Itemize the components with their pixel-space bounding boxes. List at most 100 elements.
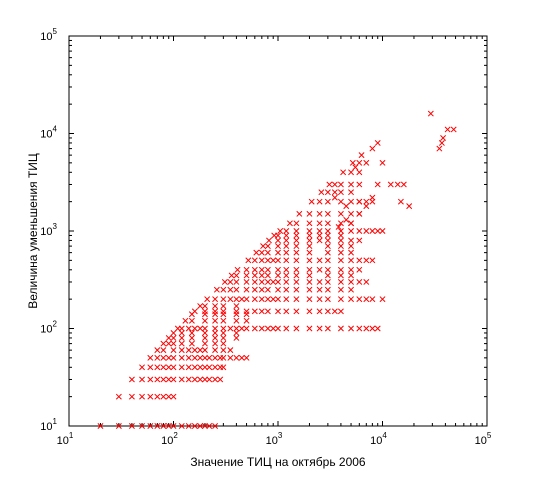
data-point [316,220,323,227]
data-point [264,243,271,250]
data-point [337,232,344,239]
data-point [264,296,271,303]
data-point [154,354,161,361]
data-point [197,303,204,309]
x-tick-label: 103 [266,431,283,447]
data-point [316,279,323,285]
data-point [275,325,281,332]
data-point [436,145,443,152]
data-point [238,354,245,361]
data-point [264,286,271,293]
data-point [258,308,265,315]
data-point [306,243,313,250]
y-tick-label: 101 [40,417,57,433]
data-point [374,228,381,234]
data-point [324,220,331,227]
data-point [160,340,167,347]
data-point [154,364,161,371]
data-point [283,228,290,234]
data-point [191,376,198,383]
data-point [348,220,354,227]
data-point [438,139,445,146]
data-point [227,325,234,332]
data-point [197,325,204,332]
data-point [178,423,185,429]
data-point [191,423,198,429]
data-point [335,224,342,230]
data-point [306,257,313,264]
data-point [202,334,208,341]
data-point [251,266,258,273]
data-point [316,325,323,332]
data-point [296,210,303,217]
data-point [369,228,376,234]
data-point [283,286,290,293]
data-point [178,340,185,347]
data-point [356,257,363,264]
data-point [220,308,227,315]
data-point [316,257,323,264]
data-point [243,296,250,303]
data-point [139,393,145,400]
data-point [191,308,198,315]
data-point [316,286,323,293]
data-point [213,286,220,293]
data-point [293,249,300,256]
data-point [228,272,235,279]
data-point [220,330,227,336]
data-point [348,249,354,256]
data-markers [97,110,457,429]
data-point [185,364,192,371]
data-point [316,210,323,217]
data-point [397,198,404,205]
data-point [356,181,363,188]
data-point [97,423,104,429]
data-point [306,210,313,217]
data-point [348,325,354,332]
data-point [363,198,370,205]
data-point [348,296,354,303]
data-point [337,296,344,303]
data-point [206,364,213,371]
data-point [324,232,331,239]
data-point [363,228,370,234]
data-point [220,364,227,371]
data-point [331,181,338,188]
data-point [337,228,344,234]
data-point [212,296,219,303]
data-point [348,286,354,293]
data-point [264,266,271,273]
data-point [306,220,313,227]
data-point [160,423,167,429]
data-point [356,198,363,205]
data-point [147,393,154,400]
plot-area [68,35,488,427]
data-point [128,423,135,429]
data-point [337,189,344,196]
data-point [348,228,354,234]
data-point [160,364,167,371]
data-point [202,308,208,315]
data-point [243,317,250,324]
data-point [170,364,177,371]
data-point [356,228,363,234]
data-point [202,317,208,324]
data-point [197,354,204,361]
data-point [283,296,290,303]
data-point [202,376,208,383]
data-point [369,145,376,152]
data-point [324,272,331,279]
data-point [188,330,195,336]
data-point [251,296,258,303]
data-point [275,272,281,279]
data-point [450,126,457,133]
data-point [348,272,354,279]
data-point [165,334,172,341]
data-point [324,266,331,273]
data-point [293,228,300,234]
y-tick-label: 103 [40,222,57,238]
data-point [363,257,370,264]
data-point [220,340,227,347]
data-point [191,354,198,361]
data-point [220,347,227,354]
